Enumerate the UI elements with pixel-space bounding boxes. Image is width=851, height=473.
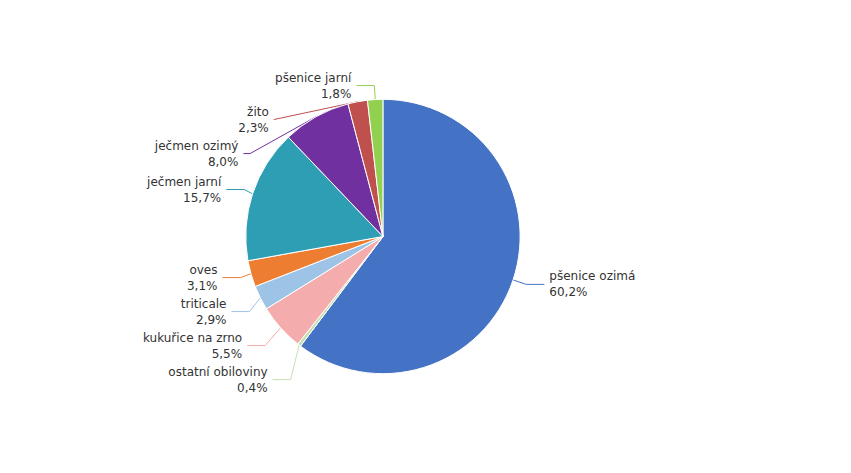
svg-text:1,8%: 1,8% (321, 87, 352, 101)
svg-text:pšenice jarní: pšenice jarní (275, 71, 352, 85)
svg-text:5,5%: 5,5% (212, 347, 243, 361)
svg-text:triticale: triticale (181, 297, 227, 311)
svg-text:8,0%: 8,0% (208, 155, 239, 169)
svg-text:ječmen jarní: ječmen jarní (146, 175, 222, 189)
svg-text:ostatní obiloviny: ostatní obiloviny (168, 365, 267, 379)
svg-text:žito: žito (247, 105, 269, 119)
svg-text:0,4%: 0,4% (237, 381, 268, 395)
svg-text:15,7%: 15,7% (183, 191, 221, 205)
svg-text:60,2%: 60,2% (549, 285, 587, 299)
svg-text:pšenice ozimá: pšenice ozimá (549, 269, 635, 283)
svg-text:oves: oves (189, 263, 217, 277)
svg-text:ječmen ozimý: ječmen ozimý (154, 139, 239, 153)
svg-text:3,1%: 3,1% (187, 279, 218, 293)
svg-text:2,3%: 2,3% (238, 121, 269, 135)
svg-text:kukuřice na zrno: kukuřice na zrno (143, 331, 242, 345)
svg-text:2,9%: 2,9% (196, 313, 227, 327)
